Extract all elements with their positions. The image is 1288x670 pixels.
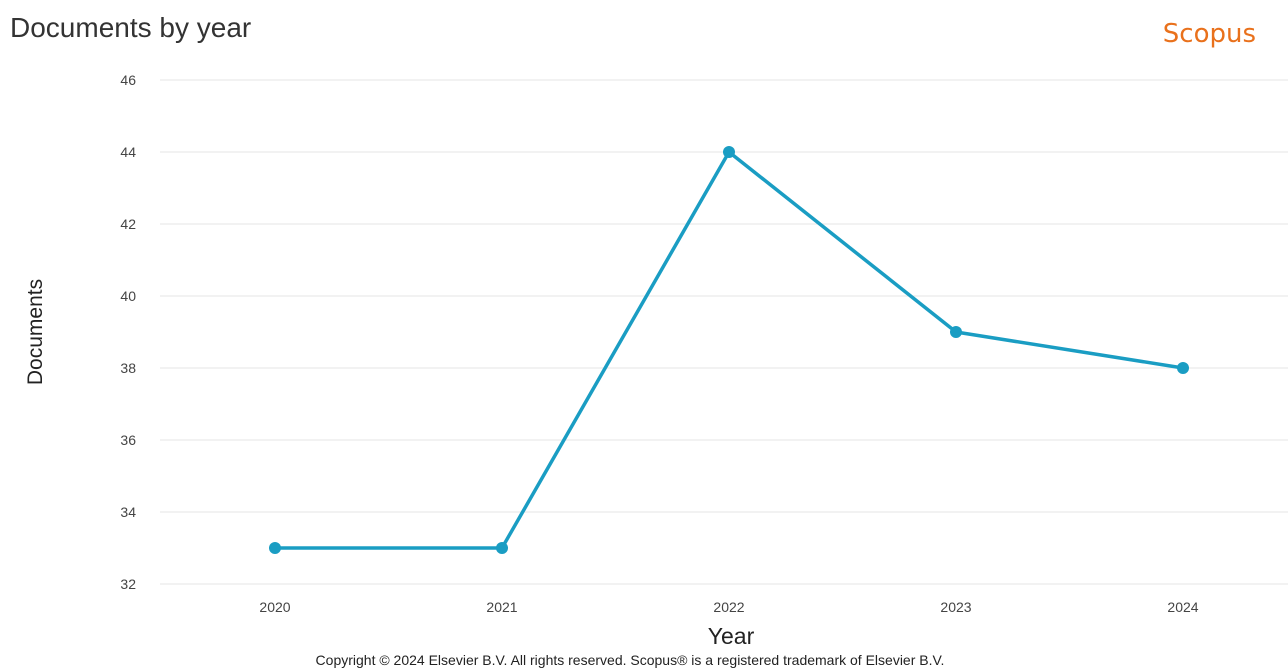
y-tick-label: 34 [120, 504, 136, 520]
y-axis-title: Documents [24, 279, 47, 385]
x-tick-label: 2023 [940, 599, 971, 615]
scopus-logo: Scopus [1163, 19, 1256, 49]
series-line [273, 150, 1185, 550]
x-tick-label: 2022 [713, 599, 744, 615]
x-tick-label: 2021 [486, 599, 517, 615]
series-layer [269, 146, 1189, 554]
data-point-2020 [269, 542, 281, 554]
y-tick-label: 40 [120, 288, 136, 304]
copyright-notice: Copyright © 2024 Elsevier B.V. All right… [316, 652, 945, 668]
x-tick-label: 2020 [259, 599, 290, 615]
y-tick-label: 36 [120, 432, 136, 448]
x-axis-title: Year [708, 623, 755, 649]
x-axis-ticks: 2020 2021 2022 2023 2024 [259, 599, 1198, 615]
gridlines [160, 79, 1288, 585]
y-tick-label: 42 [120, 216, 136, 232]
data-point-2022 [723, 146, 735, 158]
y-tick-label: 38 [120, 360, 136, 376]
y-tick-label: 32 [120, 576, 136, 592]
y-axis-ticks: 32 34 36 38 40 42 44 46 [120, 72, 136, 592]
data-point-2024 [1177, 362, 1189, 374]
y-tick-label: 46 [120, 72, 136, 88]
data-point-2023 [950, 326, 962, 338]
x-tick-label: 2024 [1167, 599, 1198, 615]
chart-title: Documents by year [10, 12, 251, 43]
data-point-2021 [496, 542, 508, 554]
y-tick-label: 44 [120, 144, 136, 160]
